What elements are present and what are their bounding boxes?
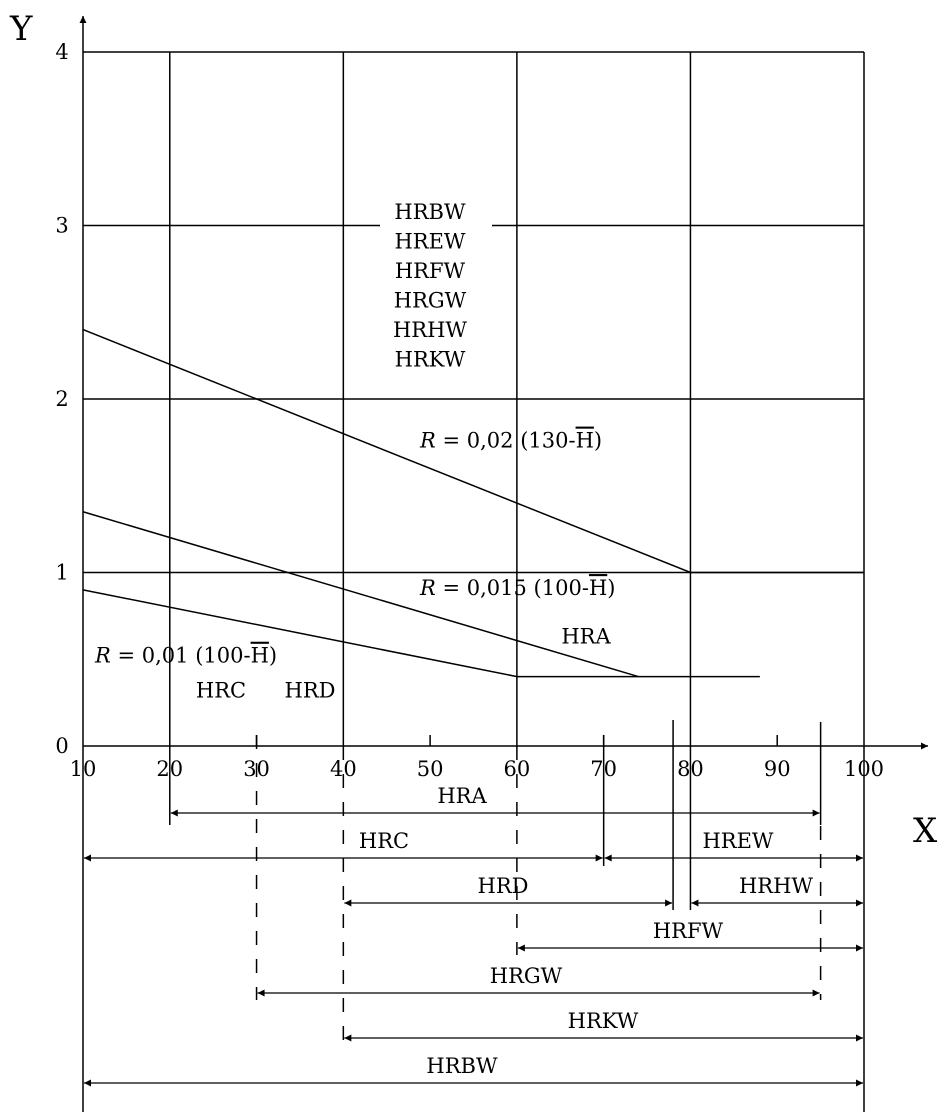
series-formula-label: R = 0,01 (100-H) — [94, 644, 277, 668]
grid — [83, 51, 865, 746]
region-label-upper: HRKW — [395, 348, 466, 372]
y-axis-title: Y — [9, 9, 33, 49]
formula-body: = 0,01 (100- — [111, 644, 251, 668]
region-labels: R = 0,02 (130-H)R = 0,015 (100-H)R = 0,0… — [94, 200, 615, 702]
region-label-upper: HRGW — [394, 289, 467, 313]
series-formula-label: R = 0,015 (100-H) — [419, 576, 615, 600]
formula-overlined-h: H — [589, 576, 607, 600]
y-tick-label: 0 — [55, 734, 68, 758]
formula-close: ) — [594, 429, 602, 453]
y-tick-label: 4 — [55, 40, 68, 64]
range-label: HRFW — [653, 919, 724, 943]
y-tick-label: 2 — [55, 387, 68, 411]
y-tick-label: 3 — [55, 214, 68, 238]
region-label-upper: HREW — [394, 230, 465, 254]
range-label: HRHW — [739, 874, 813, 898]
region-label-upper: HRFW — [395, 259, 466, 283]
x-tick-label: 90 — [764, 757, 791, 781]
formula-overlined-h: H — [576, 429, 594, 453]
region-label-upper: HRHW — [393, 318, 467, 342]
formula-body: = 0,015 (100- — [436, 576, 589, 600]
formula-r-symbol: R — [419, 429, 436, 453]
formula-close: ) — [269, 644, 277, 668]
x-tick-label: 10 — [70, 757, 97, 781]
formula-overlined-h: H — [251, 644, 269, 668]
range-label: HRBW — [426, 1054, 498, 1078]
range-label: HRGW — [490, 964, 563, 988]
formula-r-symbol: R — [94, 644, 111, 668]
region-label-hra: HRA — [561, 625, 611, 649]
formula-close: ) — [607, 576, 615, 600]
x-tick-label: 50 — [417, 757, 444, 781]
region-label-hrc: HRC — [196, 678, 246, 702]
range-label: HRC — [359, 829, 409, 853]
range-label: HRA — [437, 784, 487, 808]
region-label-upper: HRBW — [394, 200, 466, 224]
region-label-hrd: HRD — [285, 678, 336, 702]
x-axis-title: X — [913, 811, 938, 851]
range-label: HRD — [478, 874, 529, 898]
range-label: HREW — [702, 829, 773, 853]
range-label: HRKW — [568, 1009, 639, 1033]
y-tick-label: 1 — [55, 561, 68, 585]
formula-body: = 0,02 (130- — [436, 429, 576, 453]
series-lines — [82, 328, 864, 678]
series-formula-label: R = 0,02 (130-H) — [419, 429, 602, 453]
formula-r-symbol: R — [419, 576, 436, 600]
series-line-1 — [82, 328, 864, 574]
series-line-3 — [82, 589, 639, 678]
